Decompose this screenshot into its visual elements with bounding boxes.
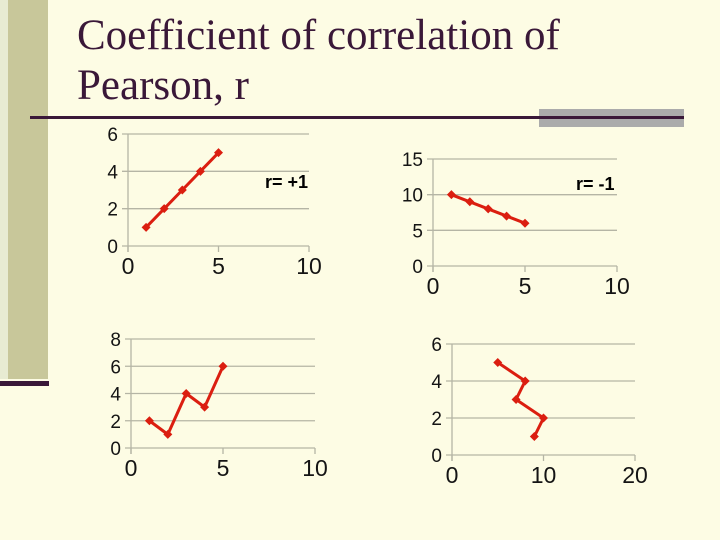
svg-text:0: 0 xyxy=(446,462,459,488)
svg-text:5: 5 xyxy=(217,455,230,481)
svg-text:0: 0 xyxy=(412,257,423,278)
chart-r-minus-1-plot: 0 5 10 15 0 5 10 xyxy=(402,150,630,299)
svg-text:6: 6 xyxy=(110,357,121,378)
svg-text:0: 0 xyxy=(110,439,121,460)
chart-positive-imperfect-plot: 0 2 4 6 8 0 5 10 xyxy=(110,330,327,481)
svg-text:6: 6 xyxy=(431,335,442,356)
svg-text:20: 20 xyxy=(622,462,648,488)
chart-negative-imperfect-plot: 0 2 4 6 0 10 20 xyxy=(431,335,647,488)
title-rule xyxy=(30,116,684,119)
svg-text:6: 6 xyxy=(107,125,118,146)
chart-negative-imperfect: 0 2 4 6 0 10 20 xyxy=(419,335,647,495)
sidebar-band xyxy=(8,0,48,379)
svg-text:10: 10 xyxy=(604,273,630,299)
svg-text:0: 0 xyxy=(125,455,138,481)
svg-text:4: 4 xyxy=(107,162,118,183)
left-edge-strip xyxy=(0,0,8,379)
svg-text:0: 0 xyxy=(431,446,442,467)
correlation-label-r-minus-1: r= -1 xyxy=(576,174,615,194)
svg-text:2: 2 xyxy=(110,412,121,433)
footer-accent-bar xyxy=(0,381,49,386)
svg-text:10: 10 xyxy=(402,186,423,207)
svg-text:10: 10 xyxy=(296,253,322,279)
svg-text:10: 10 xyxy=(531,462,557,488)
chart-r-plus-1: 0 2 4 6 0 5 10 r= +1 xyxy=(95,125,321,282)
svg-text:4: 4 xyxy=(110,385,121,406)
slide-title-line-1: Coefficient of correlation of xyxy=(77,12,560,59)
svg-text:2: 2 xyxy=(431,409,442,430)
correlation-label-r-plus-1: r= +1 xyxy=(265,172,309,192)
svg-text:4: 4 xyxy=(431,372,442,393)
svg-text:5: 5 xyxy=(212,253,225,279)
svg-text:5: 5 xyxy=(412,221,423,242)
svg-text:15: 15 xyxy=(402,150,423,171)
svg-text:5: 5 xyxy=(519,273,532,299)
svg-text:10: 10 xyxy=(302,455,328,481)
chart-positive-imperfect: 0 2 4 6 8 0 5 10 xyxy=(98,330,327,486)
svg-text:0: 0 xyxy=(122,253,135,279)
chart-r-plus-1-plot: 0 2 4 6 0 5 10 xyxy=(107,125,321,279)
chart-r-minus-1: 0 5 10 15 0 5 10 r= -1 xyxy=(395,150,630,304)
svg-text:0: 0 xyxy=(427,273,440,299)
svg-text:8: 8 xyxy=(110,330,121,351)
slide-title: Coefficient of correlation of Pearson, r xyxy=(77,11,677,111)
slide-title-line-2: Pearson, r xyxy=(77,62,249,109)
svg-text:2: 2 xyxy=(107,200,118,221)
svg-text:0: 0 xyxy=(107,237,118,258)
